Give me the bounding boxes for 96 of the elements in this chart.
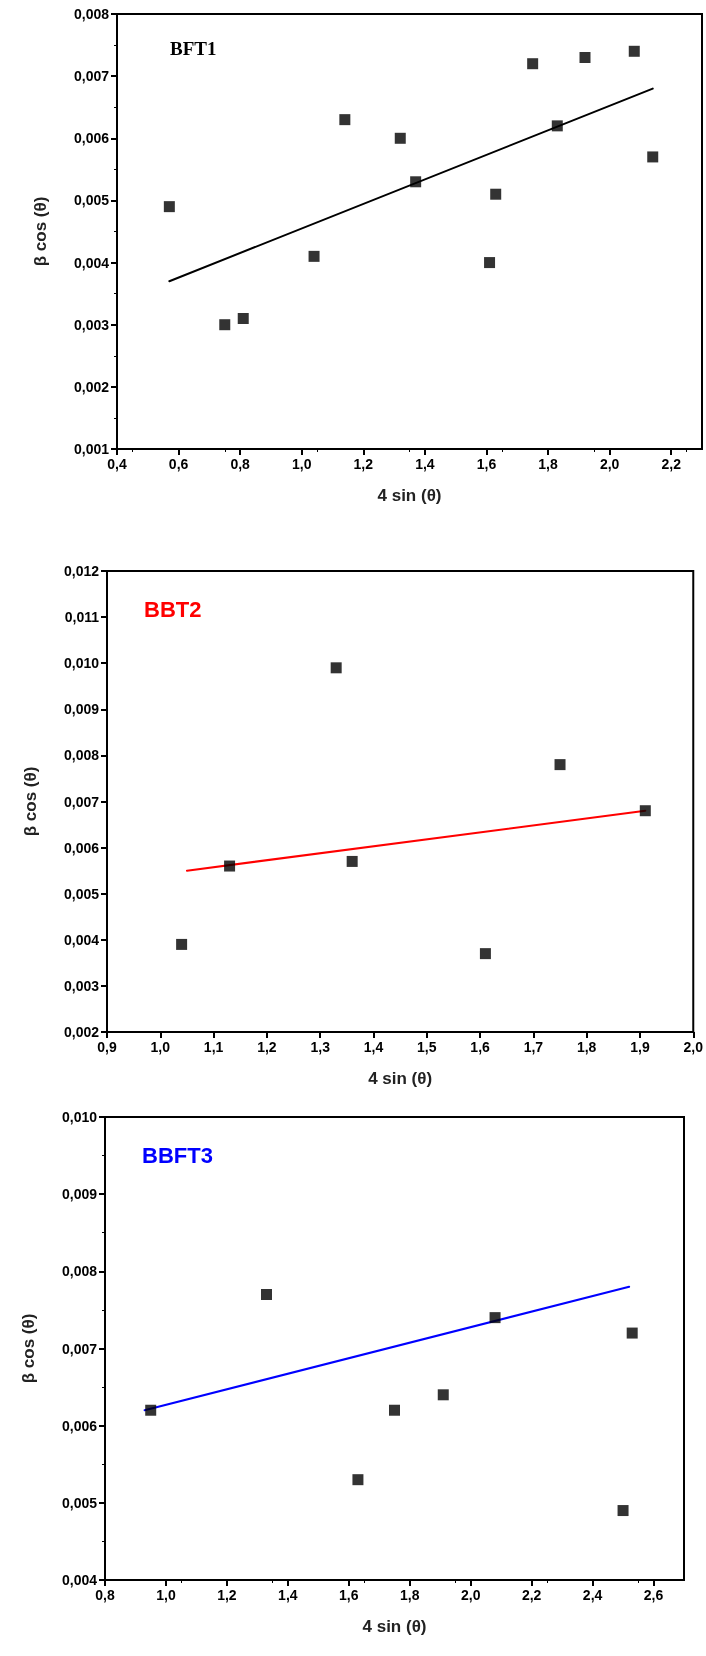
y-tick-label: 0,003 — [73, 316, 110, 333]
x-tick-label: 0,9 — [97, 1039, 117, 1055]
point — [145, 1404, 157, 1416]
x-tick-label: 2,2 — [661, 456, 682, 472]
point — [617, 1505, 629, 1517]
y-tick-label: 0,012 — [63, 563, 100, 579]
y-tick-label: 0,004 — [61, 1572, 98, 1588]
y-tick-label: 0,006 — [61, 1417, 98, 1434]
x-tick-label: 1,7 — [523, 1039, 544, 1055]
y-tick-label: 0,006 — [73, 130, 110, 147]
x-axis-title: 4 sin (θ) — [377, 486, 442, 505]
y-tick-label: 0,005 — [61, 1494, 98, 1511]
x-tick-label: 1,4 — [278, 1587, 298, 1603]
point — [626, 1327, 638, 1339]
y-tick-label: 0,009 — [61, 1186, 98, 1203]
y-axis-title: β cos (θ) — [31, 196, 50, 267]
x-tick-label: 1,3 — [310, 1039, 331, 1055]
x-axis-title: 4 sin (θ) — [362, 1617, 427, 1636]
point — [261, 1288, 273, 1300]
y-tick-label: 0,001 — [73, 441, 110, 457]
x-tick-label: 0,8 — [230, 456, 251, 472]
x-tick-label: 1,0 — [292, 456, 312, 472]
x-tick-label: 1,0 — [156, 1587, 176, 1603]
y-tick-label: 0,005 — [73, 192, 110, 209]
point — [308, 250, 320, 262]
x-tick-label: 0,6 — [168, 456, 189, 472]
x-tick-label: 2,2 — [521, 1587, 542, 1603]
text: BBT2 — [144, 596, 202, 622]
point — [579, 52, 591, 63]
point — [346, 855, 358, 867]
point — [410, 176, 422, 188]
y-tick-label: 0,006 — [63, 839, 100, 856]
y-tick-label: 0,010 — [63, 655, 100, 672]
text: BFT1 — [170, 38, 217, 59]
y-tick-label: 0,008 — [61, 1263, 98, 1280]
x-tick-label: 1,6 — [470, 1039, 491, 1055]
y-tick-label: 0,008 — [63, 747, 100, 764]
y-tick-label: 0,007 — [73, 68, 110, 85]
x-tick-label: 1,6 — [476, 456, 497, 472]
x-tick-label: 1,0 — [150, 1039, 171, 1055]
point — [394, 132, 406, 144]
point — [647, 151, 659, 163]
y-tick-label: 0,005 — [63, 885, 100, 902]
y-tick-label: 0,008 — [73, 6, 110, 22]
point — [224, 860, 236, 872]
point — [352, 1474, 364, 1486]
point — [219, 319, 231, 331]
point — [330, 662, 342, 674]
point — [490, 188, 502, 200]
point — [639, 805, 651, 817]
x-tick-label: 2,4 — [582, 1587, 603, 1603]
x-tick-label: 1,9 — [630, 1039, 650, 1055]
y-tick-label: 0,002 — [73, 378, 110, 395]
x-tick-label: 0,4 — [107, 456, 127, 472]
x-tick-label: 1,1 — [203, 1039, 224, 1055]
y-tick-label: 0,007 — [61, 1340, 98, 1357]
y-tick-label: 0,009 — [63, 701, 100, 718]
point — [389, 1404, 400, 1416]
x-tick-label: 1,4 — [415, 456, 435, 472]
x-tick-label: 0,8 — [95, 1587, 115, 1603]
x-tick-label: 1,8 — [400, 1587, 420, 1603]
y-tick-label: 0,007 — [63, 793, 100, 810]
y-tick-label: 0,011 — [64, 609, 100, 626]
point — [163, 201, 175, 213]
x-tick-label: 1,5 — [417, 1039, 437, 1055]
x-tick-label: 2,0 — [460, 1587, 481, 1603]
y-axis-title: β cos (θ) — [21, 766, 40, 837]
y-tick-label: 0,003 — [63, 977, 100, 994]
point — [551, 120, 563, 132]
x-tick-label: 1,2 — [353, 456, 374, 472]
point — [479, 948, 491, 960]
y-tick-label: 0,004 — [63, 931, 100, 948]
x-tick-label: 2,6 — [643, 1587, 664, 1603]
y-tick-label: 0,002 — [63, 1024, 100, 1040]
point — [437, 1389, 449, 1401]
x-tick-label: 2,0 — [599, 456, 620, 472]
x-tick-label: 1,2 — [217, 1587, 237, 1603]
point — [484, 257, 496, 269]
y-tick-label: 0,010 — [61, 1109, 98, 1125]
x-tick-label: 1,4 — [363, 1039, 384, 1055]
x-tick-label: 1,8 — [576, 1039, 597, 1055]
x-tick-label: 1,6 — [339, 1587, 359, 1603]
x-tick-label: 1,2 — [257, 1039, 277, 1055]
y-tick-label: 0,004 — [73, 254, 110, 271]
x-axis-title: 4 sin (θ) — [368, 1069, 433, 1088]
x-tick-label: 1,8 — [538, 456, 558, 472]
point — [628, 45, 640, 57]
point — [176, 938, 188, 950]
point — [554, 759, 566, 771]
y-axis-title: β cos (θ) — [19, 1313, 38, 1384]
point — [237, 313, 249, 324]
point — [489, 1312, 501, 1324]
text: BBFT3 — [142, 1142, 213, 1168]
point — [339, 114, 351, 126]
x-tick-label: 2,0 — [683, 1039, 704, 1055]
point — [527, 58, 539, 70]
